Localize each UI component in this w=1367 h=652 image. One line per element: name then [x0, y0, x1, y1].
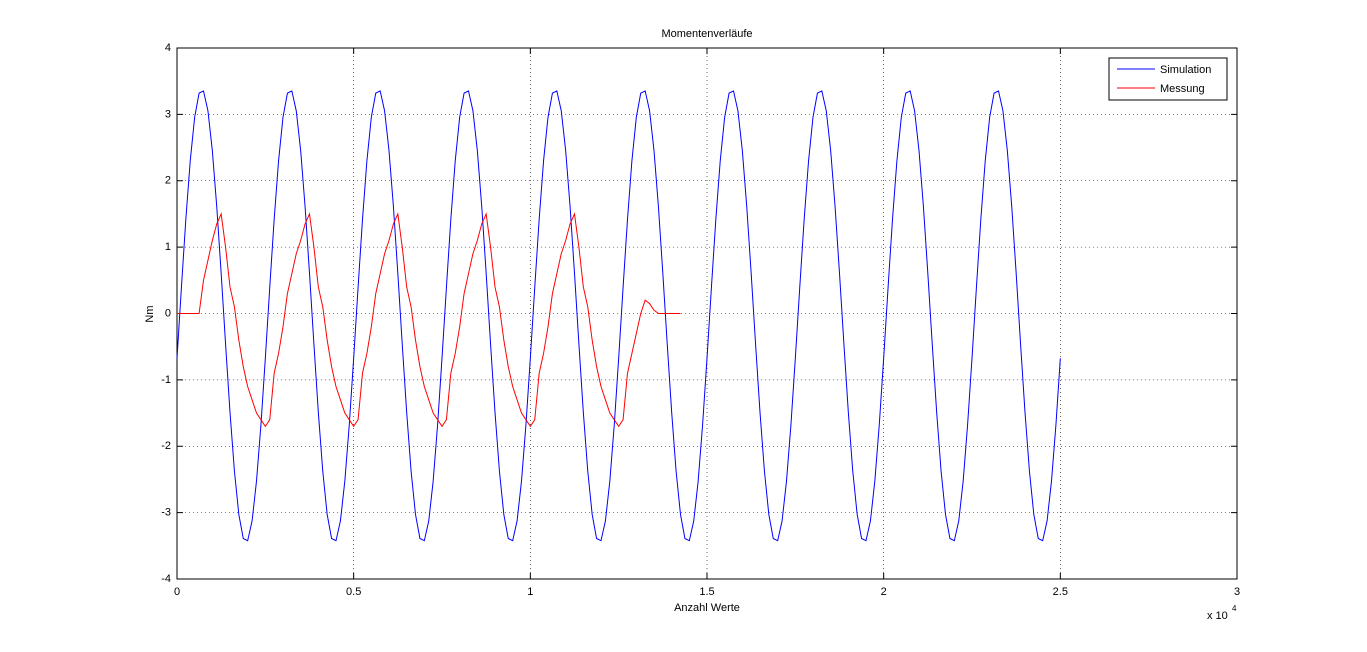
legend-label: Messung — [1160, 83, 1205, 95]
y-tick-label: -4 — [161, 573, 171, 585]
x-tick-label: 2 — [881, 586, 887, 598]
y-tick-label: 0 — [165, 307, 171, 319]
y-tick-label: -1 — [161, 374, 171, 386]
x-scale-exponent: 4 — [1232, 604, 1237, 613]
x-axis-label: Anzahl Werte — [674, 602, 740, 614]
y-tick-label: 1 — [165, 241, 171, 253]
y-axis-label: Nm — [144, 305, 156, 322]
y-tick-label: -2 — [161, 440, 171, 452]
y-tick-label: -3 — [161, 507, 171, 519]
x-tick-label: 2.5 — [1053, 586, 1068, 598]
y-tick-label: 3 — [165, 108, 171, 120]
y-tick-label: 4 — [165, 42, 171, 54]
series-line — [177, 212, 681, 428]
chart-title: Momentenverläufe — [661, 28, 752, 40]
legend-label: Simulation — [1160, 64, 1211, 76]
legend-box — [1108, 57, 1228, 101]
x-tick-label: 3 — [1234, 586, 1240, 598]
x-tick-label: 1.5 — [699, 586, 714, 598]
x-scale-base: x 10 — [1207, 610, 1228, 622]
series-line — [176, 90, 1061, 542]
y-tick-label: 2 — [165, 175, 171, 187]
x-tick-label: 0 — [174, 586, 180, 598]
x-tick-label: 1 — [527, 586, 533, 598]
x-tick-label: 0.5 — [346, 586, 361, 598]
